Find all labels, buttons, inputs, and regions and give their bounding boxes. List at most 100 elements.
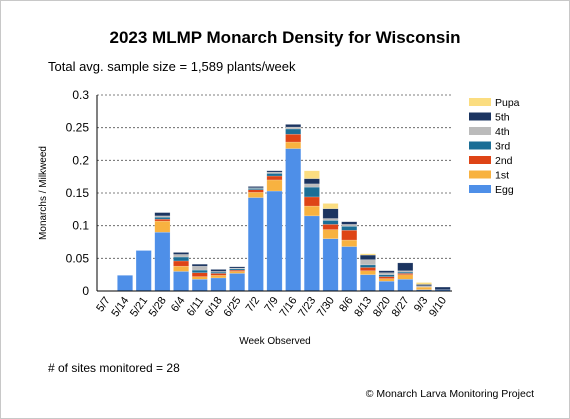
bar-segment-5th bbox=[360, 254, 376, 260]
bar-segment-3rd bbox=[341, 226, 358, 231]
x-tick-label: 6/18 bbox=[203, 295, 225, 319]
bar-segment-1st bbox=[416, 286, 432, 290]
bar-segment-egg bbox=[247, 197, 264, 292]
bar-segment-2nd bbox=[322, 224, 339, 230]
chart-subtitle: Total avg. sample size = 1,589 plants/we… bbox=[48, 59, 296, 74]
y-axis-ticks: 0 0.05 0.1 0.15 0.2 0.25 0.3 bbox=[66, 88, 90, 298]
bar-segment-3rd bbox=[322, 220, 339, 225]
bar-segment-5th bbox=[191, 263, 208, 267]
bar-segment-pupa bbox=[303, 170, 320, 179]
bar-segment-2nd bbox=[341, 229, 358, 241]
bar-segment-4th bbox=[378, 272, 395, 275]
bar-segment-5th bbox=[416, 284, 432, 287]
bar-segment-5th bbox=[266, 170, 283, 173]
y-tick-label: 0 bbox=[82, 284, 89, 298]
y-tick-label: 0.25 bbox=[66, 121, 90, 135]
x-tick-label: 5/28 bbox=[147, 295, 169, 319]
bar-segment-2nd bbox=[191, 272, 208, 277]
bar-segment-egg bbox=[117, 275, 133, 292]
bar-segment-5th bbox=[341, 221, 358, 225]
bar-segment-egg bbox=[210, 277, 227, 292]
bar-segment-2nd bbox=[378, 276, 395, 279]
bar-segment-5th bbox=[247, 186, 264, 189]
bar-segment-5th bbox=[303, 178, 320, 185]
bar-segment-1st bbox=[285, 141, 302, 149]
bar-segment-egg bbox=[229, 273, 246, 292]
bar-segment-3rd bbox=[378, 274, 395, 277]
bar-segment-4th bbox=[303, 183, 320, 188]
legend-label: 4th bbox=[495, 126, 510, 138]
y-tick-label: 0.15 bbox=[66, 186, 90, 200]
bar-segment-3rd bbox=[303, 186, 320, 198]
bar-segment-4th bbox=[360, 259, 376, 266]
legend-label: 1st bbox=[495, 170, 509, 182]
legend-label: 5th bbox=[495, 112, 510, 124]
bar-segment-1st bbox=[229, 271, 246, 274]
chart-title: 2023 MLMP Monarch Density for Wisconsin bbox=[110, 28, 461, 47]
bar-segment-2nd bbox=[360, 267, 376, 271]
bar-segment-1st bbox=[341, 239, 358, 247]
x-tick-label: 6/25 bbox=[221, 295, 243, 319]
bar-segment-pupa bbox=[322, 203, 339, 209]
legend-swatch bbox=[469, 156, 491, 164]
legend-label: 3rd bbox=[495, 141, 510, 153]
bar-segment-3rd bbox=[191, 269, 208, 273]
y-tick-label: 0.05 bbox=[66, 251, 90, 265]
y-tick-label: 0.2 bbox=[72, 153, 89, 167]
legend-label: Egg bbox=[495, 184, 514, 196]
axes bbox=[96, 95, 452, 292]
bar-segment-egg bbox=[266, 190, 283, 292]
x-axis-label: Week Observed bbox=[239, 336, 311, 347]
bar-segment-3rd bbox=[360, 264, 376, 268]
bar-segment-4th bbox=[285, 126, 302, 130]
bar-segment-5th bbox=[322, 208, 339, 219]
bar-segment-5th bbox=[154, 212, 171, 217]
bar-segment-1st bbox=[154, 220, 171, 233]
x-tick-label: 7/30 bbox=[315, 295, 337, 319]
x-tick-label: 5/21 bbox=[128, 295, 150, 319]
bar-segment-egg bbox=[154, 231, 171, 292]
bar-segment-3rd bbox=[173, 256, 189, 262]
bar-segment-1st bbox=[191, 276, 208, 280]
bar-segment-1st bbox=[247, 192, 264, 198]
bar-segment-3rd bbox=[210, 271, 227, 274]
bar-segment-1st bbox=[378, 278, 395, 282]
legend-label: 2nd bbox=[495, 155, 513, 167]
bar-segment-5th bbox=[434, 286, 451, 290]
legend-swatch bbox=[469, 141, 491, 150]
legend-label: Pupa bbox=[495, 97, 520, 109]
x-tick-label: 6/11 bbox=[185, 295, 207, 319]
bar-segment-egg bbox=[341, 246, 358, 292]
bar-segment-egg bbox=[378, 280, 395, 292]
y-tick-label: 0.3 bbox=[72, 88, 89, 102]
bar-segment-1st bbox=[322, 229, 339, 239]
copyright-credit: © Monarch Larva Monitoring Project bbox=[366, 388, 534, 400]
bar-segment-5th bbox=[173, 252, 189, 255]
legend-swatch bbox=[469, 170, 491, 179]
bar-segment-pupa bbox=[416, 282, 432, 285]
bar-segment-4th bbox=[341, 224, 358, 227]
bar-segment-2nd bbox=[154, 218, 171, 222]
x-axis-ticks: 5/75/145/215/28 6/46/116/186/25 7/2 7/97/16… bbox=[94, 295, 449, 319]
bar-segment-5th bbox=[285, 124, 302, 128]
bar-segment-5th bbox=[397, 262, 414, 271]
bar-segment-3rd bbox=[154, 216, 171, 220]
x-tick-label: 7/2 bbox=[244, 295, 263, 314]
bar-segment-egg bbox=[135, 250, 152, 292]
bar-segment-1st bbox=[173, 265, 189, 272]
x-tick-label: 8/13 bbox=[352, 295, 374, 319]
x-tick-label: 5/14 bbox=[109, 295, 131, 319]
bar-segment-egg bbox=[360, 274, 376, 292]
bar-segment-3rd bbox=[266, 173, 283, 177]
x-tick-label: 8/27 bbox=[390, 295, 412, 319]
legend-swatch bbox=[469, 112, 491, 121]
bar-segment-3rd bbox=[285, 128, 302, 135]
bar-segment-egg bbox=[191, 278, 208, 292]
bar-segment-4th bbox=[191, 265, 208, 271]
bar-segment-2nd bbox=[266, 175, 283, 181]
bar-segment-2nd bbox=[247, 189, 264, 193]
bar-segment-egg bbox=[397, 278, 414, 292]
bar-segment-egg bbox=[173, 271, 189, 292]
bar-segment-1st bbox=[360, 270, 376, 275]
bar-segment-egg bbox=[322, 238, 339, 292]
